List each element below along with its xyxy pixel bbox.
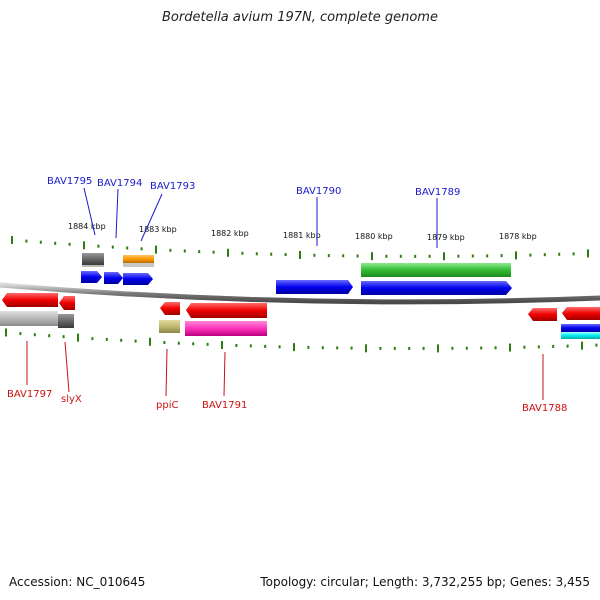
gene-label[interactable]: BAV1789: [415, 187, 460, 198]
gene-feature[interactable]: [160, 302, 180, 315]
gene-feature[interactable]: [361, 281, 512, 295]
scale-label: 1884 kbp: [68, 222, 106, 231]
gene-feature[interactable]: [0, 311, 58, 326]
gene-label[interactable]: slyX: [61, 394, 82, 405]
gene-feature[interactable]: [186, 303, 267, 318]
page-title: Bordetella avium 197N, complete genome: [162, 10, 438, 25]
gene-feature[interactable]: [81, 271, 102, 283]
gene-feature[interactable]: [104, 272, 123, 284]
gene-feature[interactable]: [361, 263, 511, 277]
scale-label: 1878 kbp: [499, 232, 537, 241]
gene-feature[interactable]: [159, 320, 180, 333]
scale-label: 1879 kbp: [427, 233, 465, 242]
gene-feature[interactable]: [2, 293, 58, 307]
gene-feature[interactable]: [185, 321, 267, 336]
tick-row-top: [11, 236, 589, 261]
genome-summary: Topology: circular; Length: 3,732,255 bp…: [260, 575, 590, 589]
gene-feature[interactable]: [123, 273, 153, 285]
gene-feature[interactable]: [59, 296, 75, 310]
genome-backbone: [0, 282, 600, 305]
scale-labels: 1884 kbp 1883 kbp 1882 kbp 1881 kbp 1880…: [68, 222, 537, 242]
leader-lines: [26, 187, 544, 400]
gene-label[interactable]: BAV1793: [150, 181, 195, 192]
gene-feature[interactable]: [528, 308, 557, 321]
gene-label[interactable]: BAV1788: [522, 403, 567, 414]
gene-label[interactable]: BAV1791: [202, 400, 247, 411]
scale-label: 1882 kbp: [211, 229, 249, 238]
scale-label: 1881 kbp: [283, 231, 321, 240]
gene-feature[interactable]: [561, 324, 600, 332]
gene-feature[interactable]: [562, 307, 600, 320]
gene-feature[interactable]: [82, 265, 104, 267]
scale-label: 1883 kbp: [139, 225, 177, 234]
accession-label: Accession: NC_010645: [9, 575, 146, 589]
gene-label[interactable]: ppiC: [156, 400, 178, 411]
gene-feature[interactable]: [123, 255, 154, 263]
gene-labels: BAV1795 BAV1794 BAV1793 BAV1790 BAV1789 …: [7, 176, 567, 414]
gene-feature[interactable]: [561, 332, 600, 339]
gene-feature[interactable]: [58, 314, 74, 328]
forward-strand-genes: [81, 253, 512, 295]
gene-label[interactable]: BAV1797: [7, 389, 52, 400]
gene-label[interactable]: BAV1790: [296, 186, 341, 197]
gene-feature[interactable]: [123, 263, 154, 267]
scale-label: 1880 kbp: [355, 232, 393, 241]
gene-label[interactable]: BAV1795: [47, 176, 92, 187]
gene-label[interactable]: BAV1794: [97, 178, 142, 189]
tick-row-bottom: [5, 328, 598, 353]
reverse-strand-genes: [0, 293, 600, 339]
gene-feature[interactable]: [82, 253, 104, 265]
gene-feature[interactable]: [276, 280, 353, 294]
